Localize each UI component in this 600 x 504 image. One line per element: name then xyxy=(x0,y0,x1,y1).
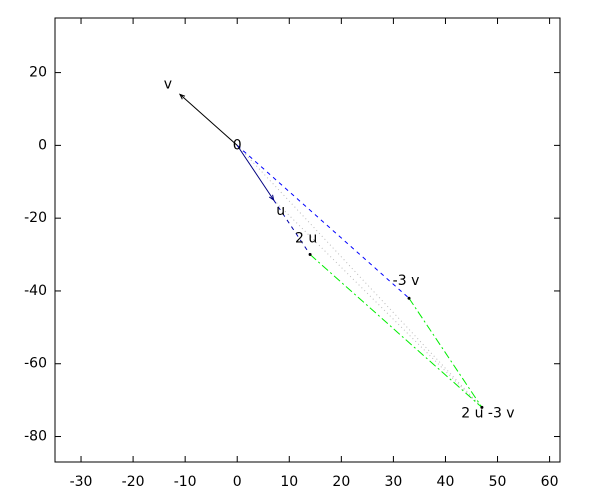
dashed-line xyxy=(273,199,311,255)
dashdot-line xyxy=(408,297,483,408)
x-tick-label: -30 xyxy=(70,474,93,490)
point-label: 2 u xyxy=(295,231,317,247)
y-tick-label: -20 xyxy=(24,210,47,226)
point-label: 2 u -3 v xyxy=(461,405,514,421)
point-label: v xyxy=(164,76,172,92)
x-tick-label: 20 xyxy=(332,474,350,490)
point-label: u xyxy=(276,203,285,219)
point-label: 0 xyxy=(233,137,242,153)
x-tick-label: 0 xyxy=(233,474,242,490)
point xyxy=(308,253,312,257)
point xyxy=(407,296,411,300)
x-tick-label: 60 xyxy=(541,474,559,490)
point-label: -3 v xyxy=(393,273,420,289)
x-tick-label: 10 xyxy=(280,474,298,490)
vector-arrow xyxy=(180,94,238,146)
x-tick-label: -10 xyxy=(174,474,197,490)
y-tick-label: 20 xyxy=(29,65,47,81)
dashed-line xyxy=(236,145,410,299)
y-tick-label: -40 xyxy=(24,283,47,299)
y-tick-label: 0 xyxy=(38,137,47,153)
vector-arrow xyxy=(236,145,273,200)
y-tick-label: -80 xyxy=(24,429,47,445)
dashdot-line xyxy=(309,254,483,408)
plot-frame xyxy=(54,17,561,463)
x-tick-label: 30 xyxy=(384,474,402,490)
dotted-line xyxy=(236,145,483,408)
x-tick-label: 40 xyxy=(437,474,455,490)
y-tick-label: -60 xyxy=(24,356,47,372)
dotted-line xyxy=(273,199,483,408)
x-tick-label: 50 xyxy=(489,474,507,490)
point xyxy=(480,405,484,409)
x-tick-label: -20 xyxy=(122,474,145,490)
